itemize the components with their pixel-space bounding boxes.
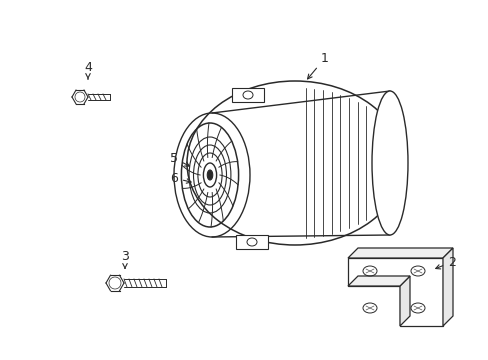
Text: 5: 5 [170,152,189,166]
Polygon shape [231,88,264,102]
Ellipse shape [207,170,212,180]
Text: 1: 1 [307,51,328,79]
Ellipse shape [371,91,407,235]
Text: 3: 3 [121,249,129,268]
Polygon shape [442,248,452,326]
Ellipse shape [186,81,402,245]
Text: 6: 6 [170,171,191,185]
Polygon shape [399,276,409,326]
Polygon shape [236,235,267,249]
Polygon shape [347,258,442,326]
Polygon shape [347,276,409,286]
Text: 4: 4 [84,60,92,79]
Text: 2: 2 [435,256,455,269]
Polygon shape [347,248,452,258]
